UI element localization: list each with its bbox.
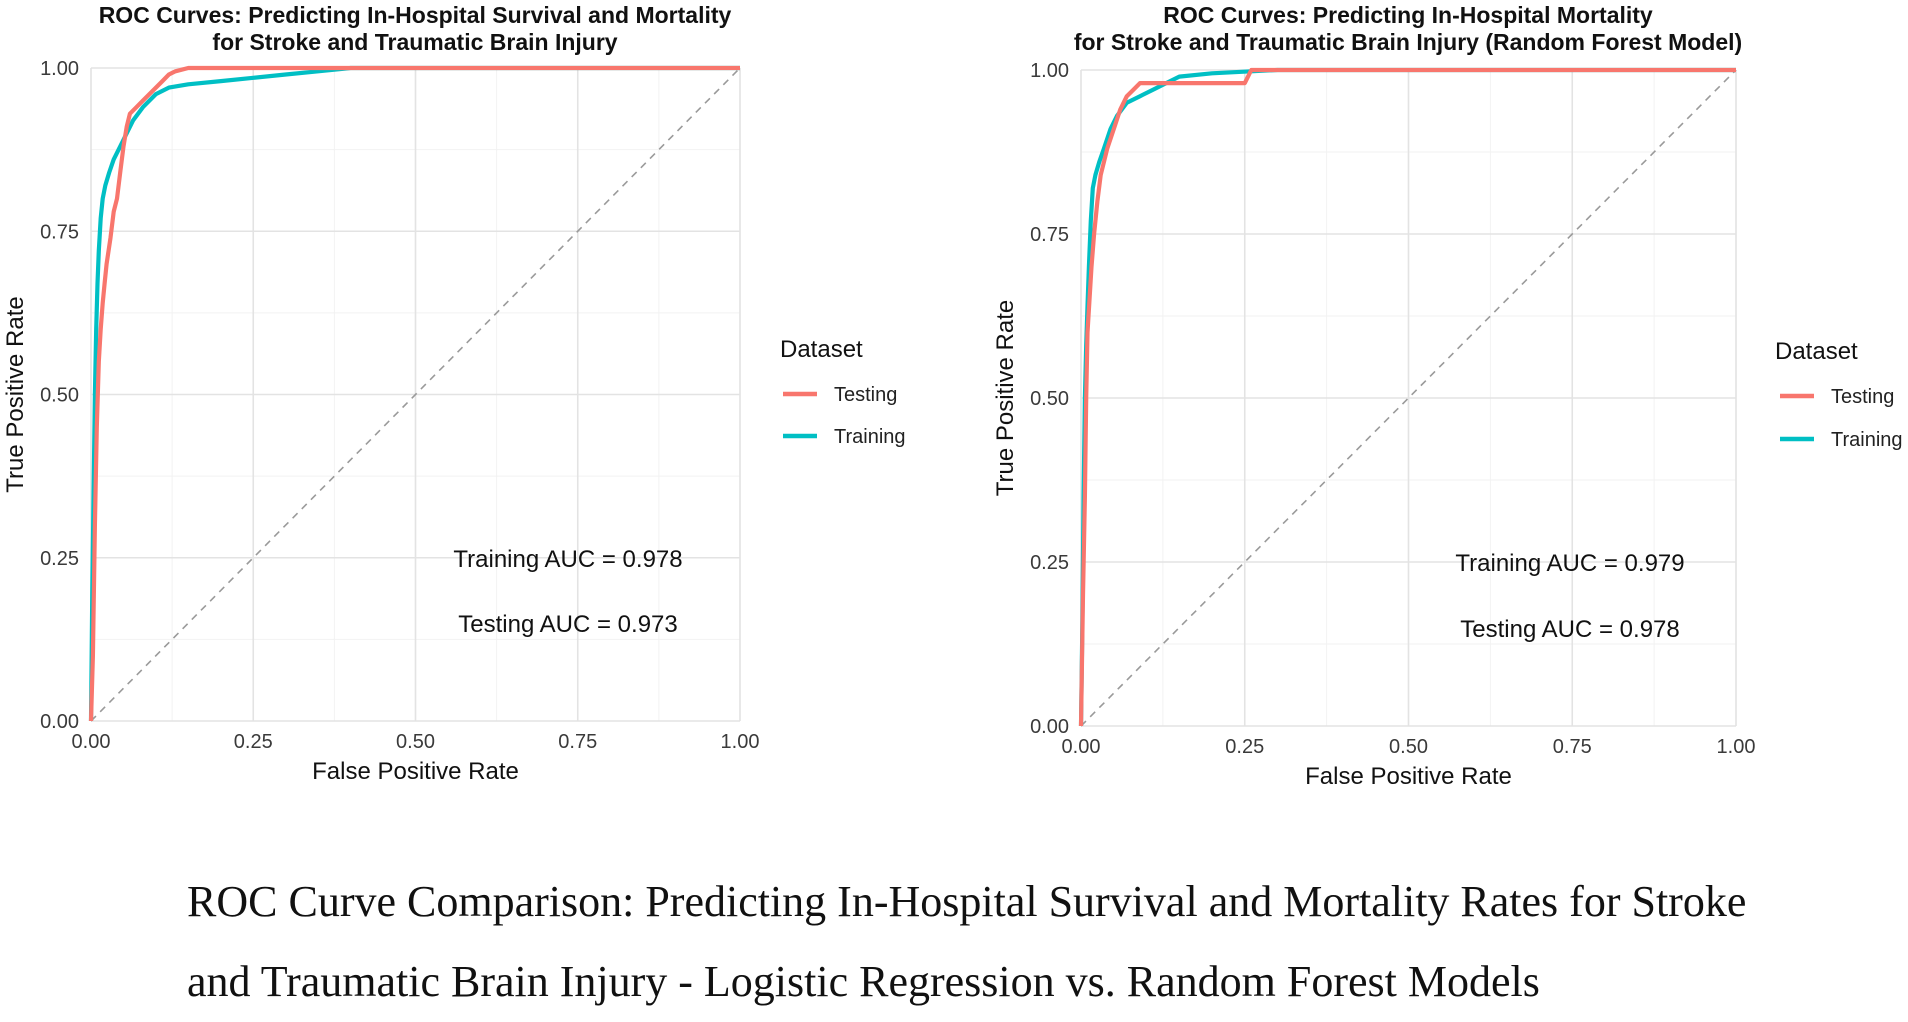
- y-tick-label: 1.00: [40, 58, 79, 80]
- roc-line-testing: [88, 65, 740, 722]
- y-tick-label: 1.00: [1030, 60, 1069, 82]
- auc-annotation-2: Testing AUC = 0.978: [1460, 616, 1679, 643]
- legend-label-testing: Testing: [1831, 386, 1894, 408]
- x-axis-label: False Positive Rate: [312, 758, 519, 785]
- caption-line-1: ROC Curve Comparison: Predicting In-Hosp…: [187, 877, 1747, 926]
- roc-chart-2: 0.000.00 0.25 0.25 0.50 0.50 0.75 0.75 1.00 1.00…: [992, 2, 1903, 790]
- auc-annotation-1: Training AUC = 0.978: [453, 546, 682, 573]
- x-tick-label: 0.75: [558, 731, 597, 753]
- auc-annotation-1: Training AUC = 0.979: [1455, 550, 1684, 577]
- y-tick-label: 0.25: [1030, 552, 1069, 574]
- figure-caption: ROC Curve Comparison: Predicting In-Hosp…: [187, 862, 1787, 1022]
- y-tick-label: 0.25: [40, 548, 79, 570]
- legend-label-training: Training: [1831, 429, 1903, 451]
- x-tick-label: 0.25: [234, 731, 273, 753]
- chart-title-line-1: ROC Curves: Predicting In-Hospital Survi…: [99, 2, 732, 28]
- chart-title-line-2: for Stroke and Traumatic Brain Injury (R…: [1074, 29, 1742, 55]
- auc-annotation-2: Testing AUC = 0.973: [458, 611, 677, 638]
- chart-title-line-2: for Stroke and Traumatic Brain Injury: [212, 29, 617, 55]
- y-tick-label: 0.00: [40, 711, 79, 733]
- y-axis-label: True Positive Rate: [2, 296, 29, 493]
- y-tick-label: 0.50: [1030, 388, 1069, 410]
- legend-title: Dataset: [780, 336, 863, 363]
- x-tick-label: 0.00: [1062, 736, 1101, 758]
- legend-label-testing: Testing: [834, 384, 897, 406]
- legend-title: Dataset: [1775, 338, 1858, 365]
- y-axis-label: True Positive Rate: [992, 300, 1019, 497]
- x-axis-label: False Positive Rate: [1305, 763, 1512, 790]
- y-tick-label: 0.75: [40, 221, 79, 243]
- x-tick-label: 1.00: [1717, 736, 1756, 758]
- x-tick-label: 0.00: [72, 731, 111, 753]
- roc-chart-1: 0.000.00 0.25 0.25 0.50 0.50 0.75 0.75 1.00 1.00…: [2, 2, 906, 785]
- y-tick-label: 0.75: [1030, 224, 1069, 246]
- x-tick-label: 0.50: [396, 731, 435, 753]
- chart-title-line-1: ROC Curves: Predicting In-Hospital Morta…: [1163, 2, 1653, 28]
- x-tick-label: 0.75: [1553, 736, 1592, 758]
- chance-diagonal-line: [1080, 69, 1737, 727]
- roc-line-testing: [1078, 67, 1736, 727]
- figure: 0.000.000.250.250.500.500.750.751.001.00…: [2, 2, 1903, 790]
- legend-label-training: Training: [834, 426, 906, 448]
- x-tick-label: 0.50: [1389, 736, 1428, 758]
- x-tick-label: 0.25: [1225, 736, 1264, 758]
- y-tick-label: 0.00: [1030, 716, 1069, 738]
- caption-line-2: and Traumatic Brain Injury - Logistic Re…: [187, 957, 1540, 1006]
- chance-diagonal-line: [90, 67, 741, 722]
- y-tick-label: 0.50: [40, 385, 79, 407]
- x-tick-label: 1.00: [721, 731, 760, 753]
